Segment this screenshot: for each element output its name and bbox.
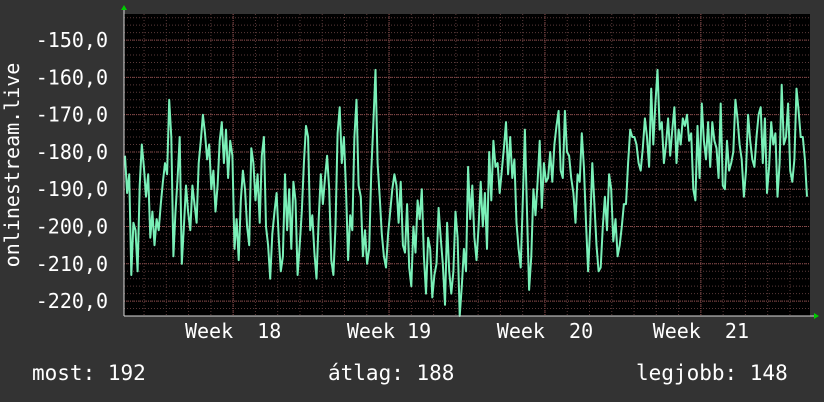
x-tick-label: Week 18 xyxy=(185,319,281,343)
legend-current: most: 192 xyxy=(32,361,146,385)
y-tick-label: -220,0 xyxy=(36,289,108,313)
x-tick-label: Week 21 xyxy=(653,319,749,343)
y-tick-label: -160,0 xyxy=(36,65,108,89)
y-tick-label: -180,0 xyxy=(36,140,108,164)
legend-best: legjobb: 148 xyxy=(636,361,788,385)
y-tick-label: -170,0 xyxy=(36,103,108,127)
y-tick-label: -210,0 xyxy=(36,252,108,276)
y-tick-label: -190,0 xyxy=(36,177,108,201)
y-tick-label: -200,0 xyxy=(36,215,108,239)
x-axis-arrow xyxy=(814,313,819,319)
y-tick-label: -150,0 xyxy=(36,28,108,52)
y-axis-arrow xyxy=(121,5,127,10)
legend-average: átlag: 188 xyxy=(328,361,455,385)
x-tick-label: Week 20 xyxy=(497,319,593,343)
x-tick-label: Week 19 xyxy=(347,319,431,343)
y-axis-title: onlinestream.live xyxy=(0,63,24,268)
series-line xyxy=(124,68,808,317)
